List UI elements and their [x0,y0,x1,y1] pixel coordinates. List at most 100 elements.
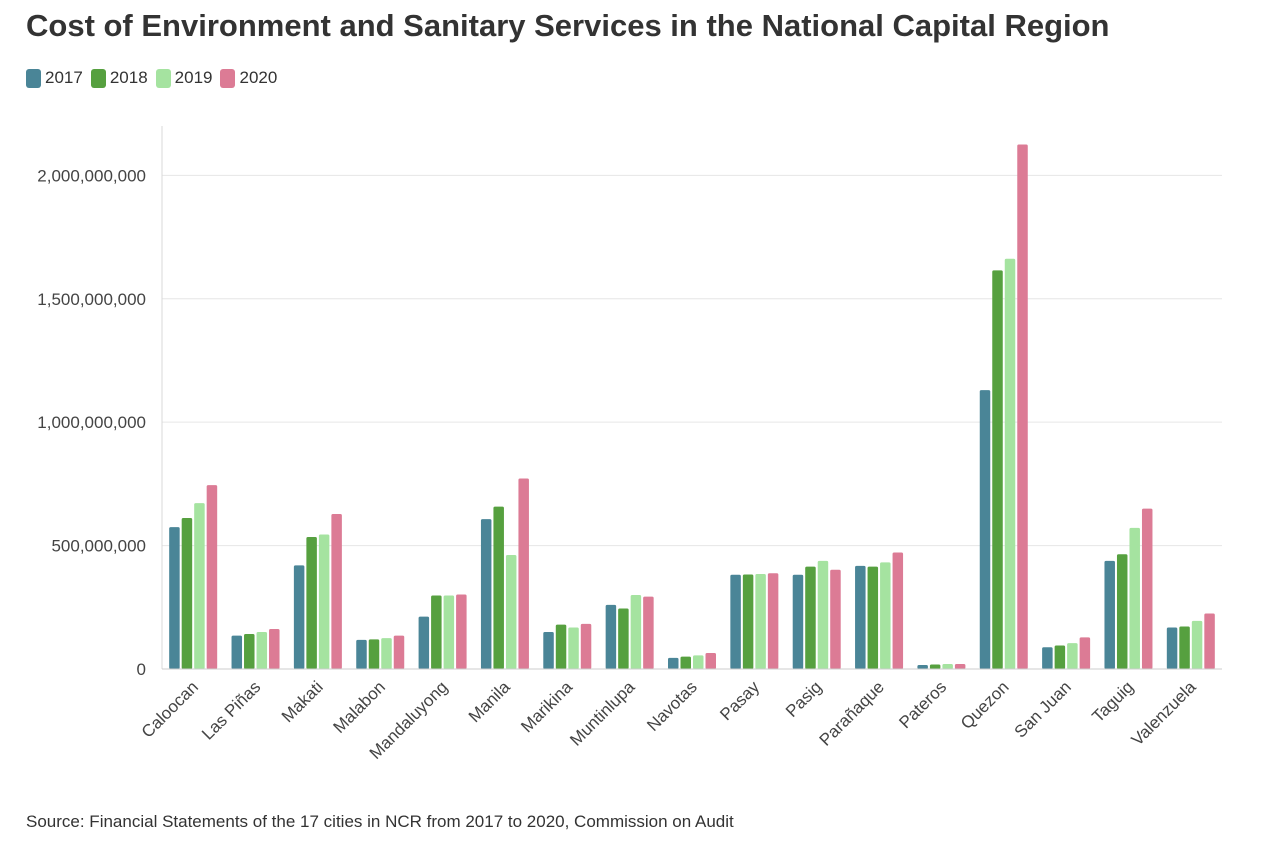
chart-legend: 2017 2018 2019 2020 [26,68,285,88]
bar-2017-malabon[interactable] [356,639,367,669]
bar-2018-muntinlupa[interactable] [618,608,629,669]
legend-item-2020[interactable]: 2020 [220,68,277,88]
bar-2017-pasay[interactable] [730,574,741,669]
bar-2018-quezon[interactable] [992,270,1003,669]
bar-2019-marikina[interactable] [568,627,579,669]
bar-2018-taguig[interactable] [1116,554,1128,669]
bar-2018-manila[interactable] [493,506,504,669]
bars [169,144,1215,670]
bar-2018-pateros[interactable] [929,664,941,669]
x-tick-label: Navotas [643,677,701,735]
bar-2019-navotas[interactable] [693,655,704,669]
bar-2020-makati[interactable] [331,514,342,669]
bar-2019-pateros[interactable] [942,664,953,669]
bar-2020-pateros[interactable] [954,664,966,669]
bar-2017-taguig[interactable] [1104,560,1115,669]
y-tick-label: 2,000,000,000 [37,166,146,185]
bar-2019-mandaluyong[interactable] [443,595,455,669]
bar-2018-caloocan[interactable] [181,517,193,669]
bar-2017-pateros[interactable] [917,665,928,669]
bar-2018-mandaluyong[interactable] [431,595,442,669]
legend-swatch-2020 [220,68,236,88]
bar-2017-muntinlupa[interactable] [605,604,617,669]
bar-2017-manila[interactable] [480,519,492,669]
bar-2018-valenzuela[interactable] [1179,626,1190,669]
bar-2017-navotas[interactable] [668,657,679,669]
bar-2019-manila[interactable] [505,554,517,669]
bar-2017-san-juan[interactable] [1042,647,1053,669]
bar-2017-marikina[interactable] [543,631,554,669]
bar-2020-caloocan[interactable] [206,485,218,669]
bar-2020-parañaque[interactable] [892,552,904,670]
bar-2020-malabon[interactable] [393,635,405,669]
bar-2020-navotas[interactable] [705,652,717,669]
bar-2018-las-piñas[interactable] [244,633,255,669]
source-note: Source: Financial Statements of the 17 c… [26,812,734,831]
bar-2017-quezon[interactable] [979,390,991,669]
x-tick-label: Makati [278,677,327,726]
x-tick-label: Pasay [716,677,763,724]
bar-2019-pasig[interactable] [817,560,829,669]
legend-item-2018[interactable]: 2018 [90,68,148,88]
bar-2018-pasay[interactable] [742,574,754,669]
bar-2020-valenzuela[interactable] [1204,613,1215,669]
bar-2020-taguig[interactable] [1141,508,1153,669]
bar-2018-parañaque[interactable] [867,566,879,669]
legend-swatch-2019 [155,68,171,88]
bar-2019-valenzuela[interactable] [1191,620,1203,669]
bar-2020-marikina[interactable] [580,623,592,669]
bar-2019-las-piñas[interactable] [256,631,268,669]
x-tick-label: Pateros [895,677,950,732]
bar-2019-san-juan[interactable] [1067,643,1078,669]
x-tick-label: Parañaque [816,677,888,749]
x-tick-label: Malabon [330,677,390,737]
bar-2019-makati[interactable] [318,534,330,669]
chart-title: Cost of Environment and Sanitary Service… [26,8,1110,43]
bar-2019-quezon[interactable] [1004,258,1016,669]
bar-2017-pasig[interactable] [792,574,804,669]
bar-2020-san-juan[interactable] [1079,637,1091,669]
bar-2020-mandaluyong[interactable] [456,594,467,669]
bar-2020-pasig[interactable] [830,569,841,669]
bar-2018-marikina[interactable] [555,624,567,669]
bar-2017-makati[interactable] [293,565,305,669]
bar-2017-parañaque[interactable] [855,565,866,669]
bar-2020-manila[interactable] [518,478,529,669]
bar-2019-parañaque[interactable] [880,562,891,669]
y-tick-label: 0 [137,660,146,679]
bar-2020-las-piñas[interactable] [269,629,280,669]
x-tick-label: Pasig [782,677,826,721]
bar-2018-pasig[interactable] [805,566,816,669]
legend-label-2019: 2019 [174,68,213,87]
bar-2018-malabon[interactable] [368,639,380,669]
legend-item-2017[interactable]: 2017 [26,68,83,88]
gridlines [162,174,1222,547]
bar-2020-muntinlupa[interactable] [643,596,654,669]
x-tick-label: Valenzuela [1128,677,1200,749]
bar-2020-pasay[interactable] [767,573,779,669]
bar-2019-taguig[interactable] [1129,527,1140,669]
x-tick-label: Marikina [517,677,576,736]
bar-2017-valenzuela[interactable] [1166,627,1178,669]
bar-2019-muntinlupa[interactable] [630,594,642,669]
y-axis-ticks: 0 500,000,000 1,000,000,000 1,500,000,000 2,… [37,166,146,679]
bar-2017-caloocan[interactable] [169,527,180,669]
legend-swatch-2017 [26,68,41,88]
legend-item-2019[interactable]: 2019 [155,68,213,88]
x-tick-label: Quezon [957,677,1013,733]
bar-2020-quezon[interactable] [1017,144,1028,669]
bar-2019-malabon[interactable] [381,638,392,669]
x-tick-label: Caloocan [138,677,202,741]
bar-2018-navotas[interactable] [680,656,692,669]
y-tick-label: 1,000,000,000 [37,413,146,432]
bar-2019-pasay[interactable] [755,573,766,669]
bar-2018-makati[interactable] [306,536,317,669]
bar-2019-caloocan[interactable] [194,503,205,669]
bar-2017-las-piñas[interactable] [231,635,243,669]
bar-2017-mandaluyong[interactable] [418,616,430,669]
bar-2018-san-juan[interactable] [1054,645,1066,669]
legend-label-2020: 2020 [239,68,278,87]
x-tick-label: Las Piñas [198,677,264,743]
